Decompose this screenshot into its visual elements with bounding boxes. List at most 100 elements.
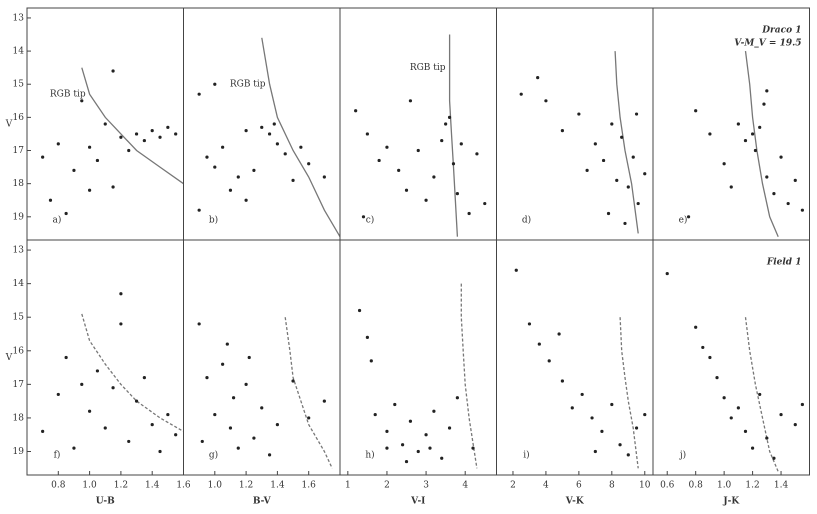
star <box>142 376 146 380</box>
panel-label: j) <box>679 450 686 461</box>
star <box>519 92 523 96</box>
star <box>416 148 420 153</box>
star <box>213 165 217 169</box>
star <box>150 423 154 427</box>
star <box>631 155 635 159</box>
star <box>547 359 551 363</box>
x-tick-label: 0.8 <box>689 481 704 491</box>
star <box>643 172 647 176</box>
star <box>377 158 381 163</box>
star <box>772 456 776 460</box>
star <box>580 392 584 397</box>
rgb-tip-label: RGB tip <box>230 80 266 90</box>
star <box>800 402 804 407</box>
star <box>615 178 619 182</box>
star <box>174 132 178 136</box>
star <box>432 409 436 413</box>
star <box>95 158 100 163</box>
star <box>299 145 303 149</box>
panel-label: h) <box>365 450 374 461</box>
star <box>119 322 123 326</box>
star <box>260 125 264 129</box>
panel-label: g) <box>209 450 218 461</box>
y-tick-label: 18 <box>13 413 25 423</box>
star <box>393 402 397 407</box>
x-tick-label: 1.2 <box>239 481 253 491</box>
star <box>601 158 606 163</box>
star <box>401 443 405 447</box>
star <box>119 135 123 139</box>
star <box>252 436 256 440</box>
x-tick-label: 1.6 <box>176 481 191 491</box>
star <box>750 446 755 450</box>
star <box>577 112 581 116</box>
x-tick-label: 1.4 <box>270 481 285 491</box>
isochrone <box>744 51 779 237</box>
panel-label: d) <box>522 215 531 226</box>
panel-frame <box>496 7 654 241</box>
star <box>166 412 170 417</box>
star <box>626 453 630 457</box>
star <box>459 142 463 146</box>
x-tick-label: 1.2 <box>745 481 759 491</box>
rgb-tip-label: RGB tip <box>50 90 86 100</box>
star <box>267 132 272 136</box>
isochrone <box>614 51 639 234</box>
isochrone <box>619 317 639 469</box>
star <box>643 412 647 417</box>
star <box>455 192 459 196</box>
panel-label: c) <box>366 215 375 226</box>
x-axis-label: B-V <box>253 497 272 507</box>
panel-note: Field 1 <box>766 258 802 268</box>
star <box>626 185 630 189</box>
star <box>432 175 436 179</box>
star <box>729 185 733 189</box>
star <box>424 433 428 437</box>
star <box>634 426 639 430</box>
star <box>56 392 60 397</box>
star <box>205 376 209 380</box>
star <box>686 215 691 219</box>
y-tick-label: 18 <box>13 179 25 189</box>
star <box>560 129 564 133</box>
y-tick-label: 19 <box>13 447 25 457</box>
star <box>772 192 776 196</box>
star <box>483 201 487 206</box>
star <box>585 168 589 172</box>
x-axis-label: V-I <box>410 497 425 507</box>
star <box>231 396 236 400</box>
star <box>793 178 797 182</box>
star <box>428 446 432 450</box>
star <box>620 135 624 139</box>
isochrone <box>284 317 333 469</box>
star <box>48 198 53 202</box>
star <box>197 92 201 96</box>
star <box>213 412 217 417</box>
star <box>779 155 783 159</box>
star <box>471 446 475 450</box>
x-tick-label: 1.2 <box>114 481 128 491</box>
x-tick-label: 8 <box>609 481 615 491</box>
star <box>150 129 154 133</box>
x-tick-label: 4 <box>462 481 468 491</box>
star <box>722 396 726 400</box>
star <box>623 221 627 226</box>
star <box>765 175 769 179</box>
star <box>197 208 201 212</box>
star <box>354 109 358 113</box>
star <box>260 406 264 410</box>
star <box>440 456 444 460</box>
star <box>444 122 448 126</box>
panel-note: V-M_V = 19.5 <box>734 39 801 49</box>
star <box>385 446 389 450</box>
star <box>158 135 162 139</box>
star <box>708 355 712 360</box>
star <box>665 271 669 276</box>
star <box>715 376 719 380</box>
star <box>134 132 139 136</box>
y-tick-label: 16 <box>13 113 25 123</box>
star <box>758 125 762 129</box>
star <box>800 208 804 212</box>
star <box>291 178 295 182</box>
